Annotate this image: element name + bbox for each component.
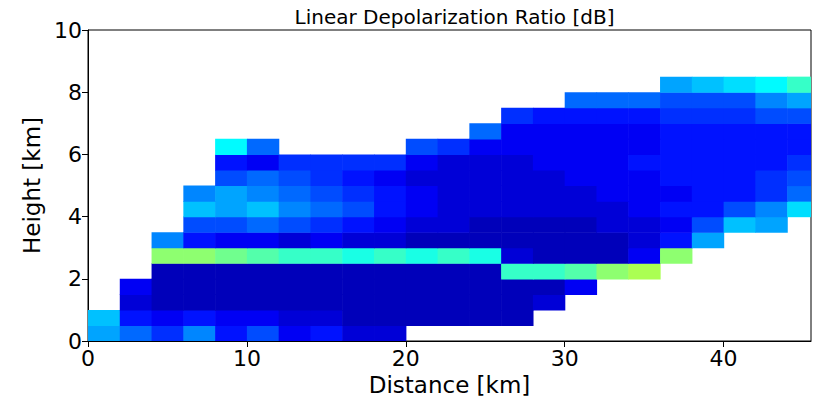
svg-text:4: 4 bbox=[68, 204, 82, 229]
svg-text:8: 8 bbox=[68, 80, 82, 105]
svg-text:10: 10 bbox=[54, 18, 82, 43]
svg-text:10: 10 bbox=[233, 346, 261, 371]
svg-text:2: 2 bbox=[68, 266, 82, 291]
svg-text:0: 0 bbox=[81, 346, 95, 371]
svg-text:20: 20 bbox=[392, 346, 420, 371]
svg-text:40: 40 bbox=[710, 346, 738, 371]
svg-text:6: 6 bbox=[68, 142, 82, 167]
svg-text:0: 0 bbox=[68, 329, 82, 354]
svg-text:30: 30 bbox=[551, 346, 579, 371]
svg-text:Height [km]: Height [km] bbox=[19, 117, 45, 254]
svg-text:Distance [km]: Distance [km] bbox=[369, 372, 531, 398]
svg-text:Linear Depolarization Ratio [d: Linear Depolarization Ratio [dB] bbox=[295, 5, 615, 29]
